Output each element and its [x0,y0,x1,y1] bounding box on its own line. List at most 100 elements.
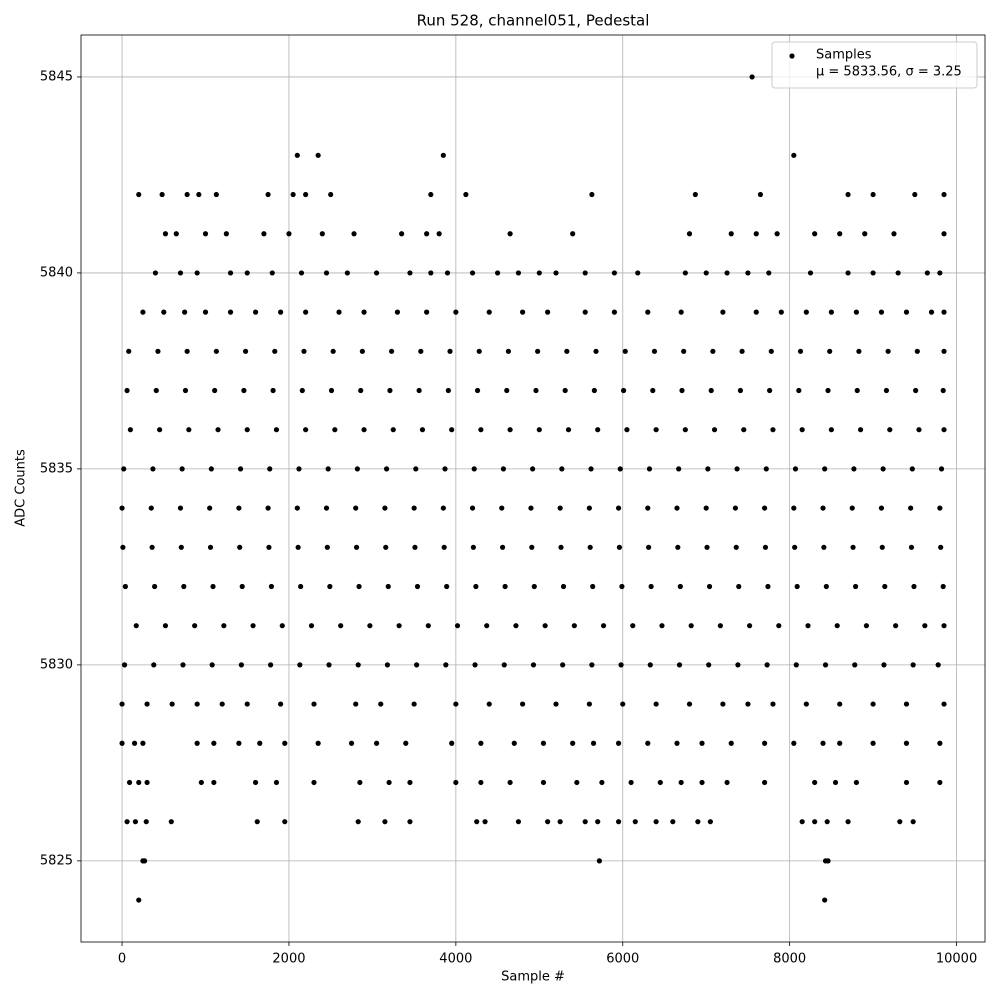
point [303,427,309,433]
point [298,270,305,276]
point [679,387,685,394]
point [557,505,563,511]
point [823,583,829,590]
point [530,466,536,472]
point [739,348,745,354]
point [588,466,594,472]
point [590,740,597,746]
point [941,309,947,315]
point [515,819,522,825]
point [650,387,656,394]
point [620,701,626,707]
point [121,662,128,668]
point [807,270,814,276]
point [624,427,630,433]
point [159,191,165,198]
point [411,505,417,511]
point [198,779,204,786]
point [653,819,659,825]
point [121,466,127,472]
point [853,309,860,315]
point [599,779,605,786]
point [399,231,405,237]
point [500,466,507,472]
point [768,348,774,354]
point [796,387,802,394]
point [851,466,857,472]
point [501,662,507,668]
point [589,662,595,668]
point [298,583,304,590]
point [270,387,276,394]
point [881,662,887,668]
point [805,623,811,629]
point [720,309,726,315]
x-tick-label: 4000 [439,952,472,967]
point [367,623,373,629]
point [453,309,459,315]
point [553,701,559,707]
point [162,623,169,629]
point [323,270,330,276]
point [854,387,860,394]
point [938,544,944,550]
point [319,231,325,237]
point [706,662,712,668]
point [515,270,522,276]
point [182,309,188,315]
point [582,819,588,825]
point [239,583,245,590]
point [122,583,128,590]
point [695,819,701,825]
point [734,466,740,472]
point [536,427,542,433]
point [682,270,688,276]
point [657,779,663,786]
point [474,387,481,394]
point [611,270,618,276]
point [355,819,361,825]
point [202,309,209,315]
point [418,348,424,354]
point [837,740,843,746]
point [478,427,484,433]
point [596,858,602,864]
point [791,152,797,158]
x-axis-label: Sample # [501,970,565,985]
point [885,348,891,354]
point [297,662,303,668]
point [908,505,914,511]
point [238,662,244,668]
point [250,623,256,629]
point [850,544,856,550]
point [741,427,747,433]
point [213,191,219,198]
point [520,701,526,707]
point [557,819,563,825]
point [210,583,216,590]
point [356,583,362,590]
point [632,819,638,825]
point [849,505,855,511]
point [151,662,157,668]
point [120,544,126,550]
point [180,662,186,668]
point [257,740,263,746]
point [520,309,526,315]
point [355,662,361,668]
point [324,544,330,550]
y-tick-label: 5840 [40,265,73,280]
legend: Samples μ = 5833.56, σ = 3.25 [771,41,978,89]
point [615,740,622,746]
point [736,583,742,590]
point [441,544,447,550]
point [764,662,770,668]
point [152,583,158,590]
point [223,231,229,237]
point [207,544,214,550]
point [762,505,768,511]
point [834,623,840,629]
point [412,544,418,550]
point [616,544,623,550]
